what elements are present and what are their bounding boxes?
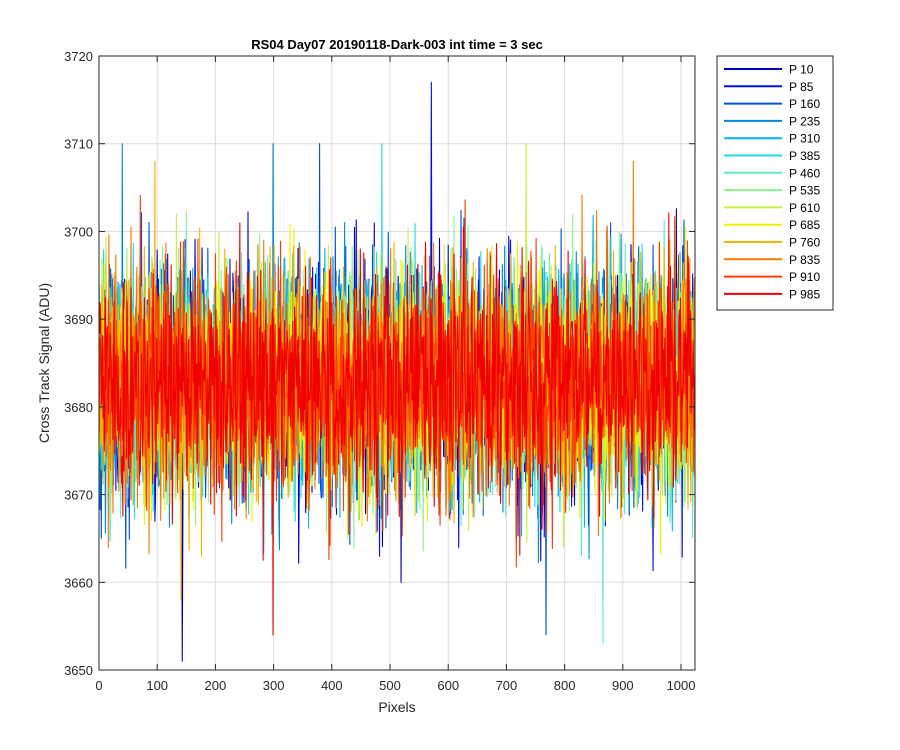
x-tick-label: 800	[554, 678, 576, 693]
y-tick-label: 3720	[64, 49, 93, 64]
legend-label-p835: P 835	[789, 253, 820, 267]
y-tick-label: 3660	[64, 575, 93, 590]
legend-label-p385: P 385	[789, 149, 820, 163]
legend-label-p910: P 910	[789, 270, 820, 284]
x-tick-label: 200	[205, 678, 227, 693]
x-axis-title: Pixels	[378, 699, 415, 715]
x-tick-label: 700	[496, 678, 518, 693]
x-tick-label: 300	[263, 678, 285, 693]
legend-label-p610: P 610	[789, 201, 820, 215]
legend-label-p760: P 760	[789, 236, 820, 250]
legend-label-p160: P 160	[789, 97, 820, 111]
x-tick-label: 900	[612, 678, 634, 693]
legend-label-p985: P 985	[789, 287, 820, 301]
x-tick-label: 600	[437, 678, 459, 693]
legend-label-p535: P 535	[789, 184, 820, 198]
x-tick-label: 100	[146, 678, 168, 693]
legend-box	[716, 55, 834, 311]
x-tick-label: 400	[321, 678, 343, 693]
legend-label-p310: P 310	[789, 132, 820, 146]
y-tick-label: 3710	[64, 137, 93, 152]
x-tick-label: 0	[95, 678, 102, 693]
legend: P 10 P 85 P 160 P 235 P 310 P 385 P 460 P 535 P …	[716, 55, 834, 311]
plot-area-frame	[98, 55, 696, 671]
legend-label-p685: P 685	[789, 218, 820, 232]
y-tick-label: 3700	[64, 224, 93, 239]
axis-ticks: 0 100 200 300 400 500 600 700 800 900 1000 3650 3660…	[64, 49, 695, 693]
y-tick-label: 3670	[64, 488, 93, 503]
y-tick-label: 3680	[64, 400, 93, 415]
legend-label-p235: P 235	[789, 114, 820, 128]
y-axis-title: Cross Track Signal (ADU)	[36, 283, 52, 443]
y-tick-label: 3650	[64, 663, 93, 678]
chart-title: RS04 Day07 20190118-Dark-003 int time = …	[251, 37, 543, 52]
y-tick-label: 3690	[64, 312, 93, 327]
series-lines	[99, 81, 695, 662]
x-tick-label: 1000	[667, 678, 696, 693]
legend-label-p10: P 10	[789, 63, 814, 77]
legend-label-p460: P 460	[789, 166, 820, 180]
x-tick-label: 500	[379, 678, 401, 693]
series-line-p985	[99, 212, 695, 636]
legend-label-p85: P 85	[789, 80, 814, 94]
